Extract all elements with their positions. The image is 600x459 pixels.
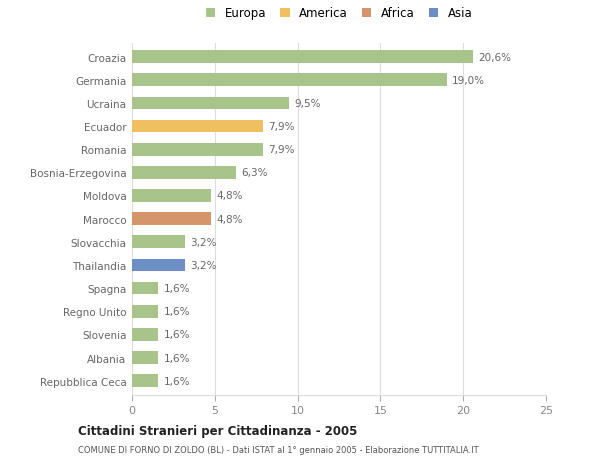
Text: 1,6%: 1,6% bbox=[163, 376, 190, 386]
Bar bbox=[132, 167, 236, 179]
Text: 3,2%: 3,2% bbox=[190, 237, 217, 247]
Bar bbox=[132, 328, 158, 341]
Text: Cittadini Stranieri per Cittadinanza - 2005: Cittadini Stranieri per Cittadinanza - 2… bbox=[78, 424, 358, 437]
Bar bbox=[132, 120, 263, 133]
Text: 7,9%: 7,9% bbox=[268, 122, 294, 132]
Text: 6,3%: 6,3% bbox=[241, 168, 268, 178]
Bar bbox=[132, 144, 263, 156]
Bar bbox=[132, 305, 158, 318]
Bar bbox=[132, 51, 473, 64]
Text: 9,5%: 9,5% bbox=[294, 99, 321, 109]
Text: 1,6%: 1,6% bbox=[163, 284, 190, 293]
Text: 19,0%: 19,0% bbox=[452, 76, 485, 85]
Bar bbox=[132, 236, 185, 249]
Legend: Europa, America, Africa, Asia: Europa, America, Africa, Asia bbox=[206, 7, 472, 20]
Bar bbox=[132, 190, 211, 202]
Text: 20,6%: 20,6% bbox=[478, 52, 511, 62]
Text: 7,9%: 7,9% bbox=[268, 145, 294, 155]
Bar bbox=[132, 74, 446, 87]
Text: 4,8%: 4,8% bbox=[217, 191, 243, 201]
Bar bbox=[132, 352, 158, 364]
Bar bbox=[132, 97, 289, 110]
Text: COMUNE DI FORNO DI ZOLDO (BL) - Dati ISTAT al 1° gennaio 2005 - Elaborazione TUT: COMUNE DI FORNO DI ZOLDO (BL) - Dati IST… bbox=[78, 445, 479, 454]
Text: 4,8%: 4,8% bbox=[217, 214, 243, 224]
Text: 1,6%: 1,6% bbox=[163, 353, 190, 363]
Text: 1,6%: 1,6% bbox=[163, 330, 190, 340]
Bar bbox=[132, 282, 158, 295]
Text: 3,2%: 3,2% bbox=[190, 260, 217, 270]
Bar bbox=[132, 213, 211, 225]
Text: 1,6%: 1,6% bbox=[163, 307, 190, 317]
Bar bbox=[132, 375, 158, 387]
Bar bbox=[132, 259, 185, 272]
